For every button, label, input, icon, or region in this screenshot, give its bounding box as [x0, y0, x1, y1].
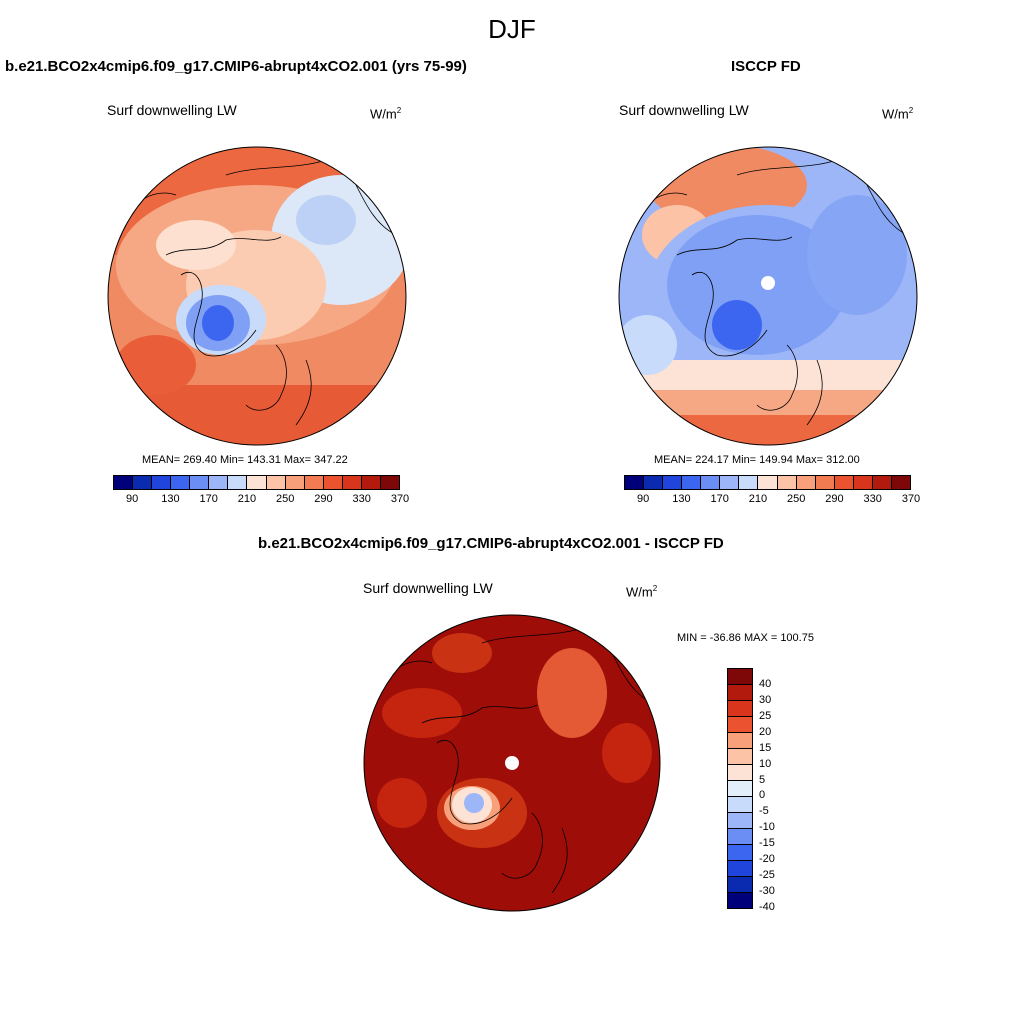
obs-colorbar-swatch	[872, 476, 892, 489]
model-colorbar-swatch	[285, 476, 305, 489]
obs-stats: MEAN= 224.17 Min= 149.94 Max= 312.00	[654, 454, 860, 466]
model-units-label: W/m2	[370, 106, 402, 122]
diff-colorbar-tick-label: -20	[759, 853, 775, 866]
obs-colorbar-swatch	[796, 476, 816, 489]
model-colorbar-swatch	[247, 476, 267, 489]
model-colorbar-tick-label: 130	[161, 493, 180, 505]
model-colorbar-tick-label: 250	[276, 493, 295, 505]
diff-panel-title: b.e21.BCO2x4cmip6.f09_g17.CMIP6-abrupt4x…	[258, 535, 724, 552]
obs-colorbar-swatch	[853, 476, 873, 489]
model-colorbar-swatch	[133, 476, 153, 489]
model-panel-title: b.e21.BCO2x4cmip6.f09_g17.CMIP6-abrupt4x…	[5, 58, 467, 75]
diff-colorbar-swatch	[728, 717, 752, 733]
obs-colorbar-tick-label: 250	[787, 493, 806, 505]
obs-colorbar-swatch	[644, 476, 664, 489]
obs-panel-title: ISCCP FD	[731, 58, 801, 75]
model-polar-map	[107, 146, 407, 446]
diff-colorbar-tick-label: -25	[759, 869, 775, 882]
model-colorbar-tick-label: 370	[390, 493, 410, 505]
model-stats: MEAN= 269.40 Min= 143.31 Max= 347.22	[142, 454, 348, 466]
model-colorbar-swatch	[114, 476, 134, 489]
diff-colorbar-tick-label: -40	[759, 901, 775, 913]
obs-colorbar-swatch	[777, 476, 797, 489]
diff-colorbar-tick-label: 5	[759, 773, 766, 786]
obs-colorbar-swatch	[815, 476, 835, 489]
obs-colorbar-tick-label: 90	[637, 493, 650, 505]
diff-colorbar: 40 30 25 20 15 10 5 0 -5 -10 -15 -20 -25 -30 -40	[727, 668, 775, 913]
model-variable-label: Surf downwelling LW	[107, 102, 237, 118]
model-colorbar-tick-label: 210	[237, 493, 257, 505]
model-colorbar-swatch	[380, 476, 399, 489]
obs-colorbar-swatch	[720, 476, 740, 489]
obs-units-label: W/m2	[882, 106, 914, 122]
diff-colorbar-swatch	[728, 733, 752, 749]
obs-colorbar-tick-label: 370	[901, 493, 921, 505]
obs-colorbar-swatch	[663, 476, 683, 489]
model-colorbar: 90 130 170 210 250 290 330 370	[113, 475, 409, 506]
obs-polar-map	[618, 146, 918, 446]
diff-colorbar-swatch	[728, 781, 752, 797]
model-colorbar-tick-label: 90	[126, 493, 139, 505]
diff-colorbar-swatch	[728, 749, 752, 765]
diff-colorbar-tick-label: -10	[759, 821, 775, 834]
model-colorbar-tick-label: 290	[314, 493, 333, 505]
obs-colorbar-tick-label: 290	[825, 493, 844, 505]
diff-colorbar-tick-label: -5	[759, 805, 769, 818]
diff-colorbar-tick-label: 40	[759, 677, 772, 690]
diff-colorbar-swatch	[728, 829, 752, 845]
model-colorbar-swatch	[228, 476, 248, 489]
diff-colorbar-tick-label: 25	[759, 709, 772, 722]
diff-colorbar-swatch	[728, 765, 752, 781]
obs-colorbar-swatch	[891, 476, 910, 489]
diff-colorbar-swatch	[728, 845, 752, 861]
obs-colorbar-swatch	[682, 476, 702, 489]
diff-colorbar-tick-label: 20	[759, 725, 772, 738]
model-colorbar-tick-label: 170	[199, 493, 218, 505]
diff-polar-map	[363, 614, 661, 912]
model-colorbar-swatch	[209, 476, 229, 489]
model-colorbar-swatch	[304, 476, 324, 489]
diff-colorbar-tick-label: -15	[759, 837, 775, 850]
diff-variable-label: Surf downwelling LW	[363, 580, 493, 596]
obs-colorbar-tick-label: 130	[672, 493, 691, 505]
diff-colorbar-swatch	[728, 701, 752, 717]
obs-colorbar-swatch	[834, 476, 854, 489]
diff-colorbar-swatch	[728, 877, 752, 893]
diff-colorbar-swatch	[728, 813, 752, 829]
diff-units-label: W/m2	[626, 584, 658, 600]
model-colorbar-swatch	[323, 476, 343, 489]
diff-colorbar-tick-label: -30	[759, 885, 775, 898]
diff-colorbar-tick-label: 15	[759, 741, 772, 754]
obs-colorbar-tick-label: 210	[748, 493, 768, 505]
obs-colorbar-swatch	[625, 476, 645, 489]
obs-colorbar-swatch	[701, 476, 721, 489]
model-colorbar-swatch	[342, 476, 362, 489]
model-colorbar-swatch	[361, 476, 381, 489]
model-colorbar-tick-label: 330	[352, 493, 371, 505]
obs-colorbar-tick-label: 330	[863, 493, 882, 505]
diff-stats: MIN = -36.86 MAX = 100.75	[677, 632, 814, 644]
diff-colorbar-tick-label: 0	[759, 789, 766, 802]
figure-title: DJF	[488, 14, 536, 44]
obs-colorbar-tick-label: 170	[710, 493, 729, 505]
diff-colorbar-swatch	[728, 685, 752, 701]
obs-variable-label: Surf downwelling LW	[619, 102, 749, 118]
model-colorbar-swatch	[266, 476, 286, 489]
diff-colorbar-tick-label: 10	[759, 757, 772, 770]
obs-colorbar: 90 130 170 210 250 290 330 370	[624, 475, 920, 506]
diff-colorbar-swatch	[728, 893, 752, 908]
diff-colorbar-swatch	[728, 861, 752, 877]
model-colorbar-swatch	[190, 476, 210, 489]
model-colorbar-swatch	[152, 476, 172, 489]
model-colorbar-swatch	[171, 476, 191, 489]
diff-colorbar-swatch	[728, 669, 752, 685]
obs-colorbar-swatch	[739, 476, 759, 489]
diff-colorbar-tick-label: 30	[759, 693, 772, 706]
diff-colorbar-swatch	[728, 797, 752, 813]
obs-colorbar-swatch	[758, 476, 778, 489]
